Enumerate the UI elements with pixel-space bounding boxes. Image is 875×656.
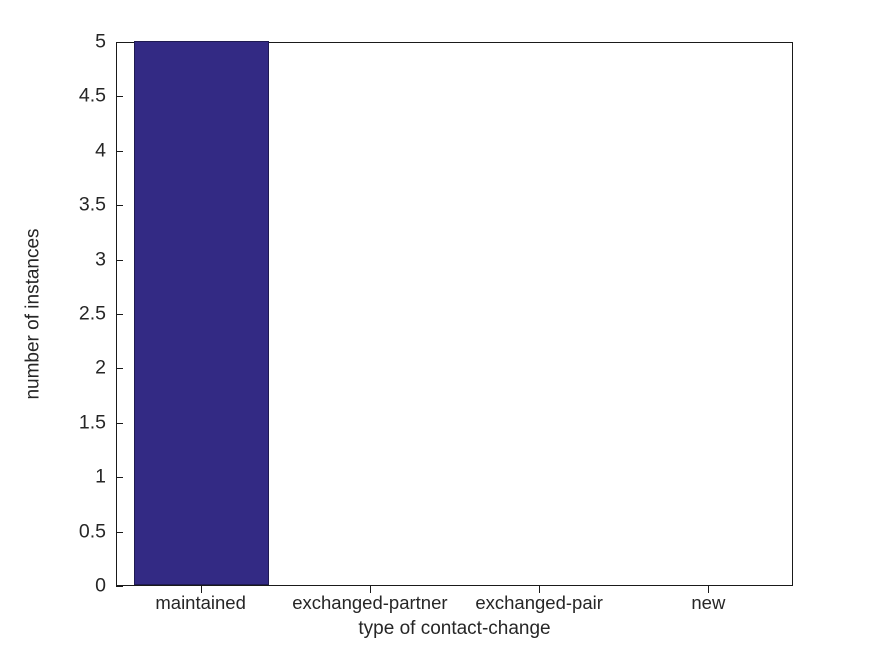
y-tick-mark: [116, 422, 123, 424]
y-tick-mark: [116, 259, 123, 261]
x-tick-label-maintained: maintained: [155, 592, 246, 613]
x-tick-label-exchanged-pair: exchanged-pair: [475, 592, 603, 613]
y-tick-mark: [116, 531, 123, 533]
y-tick-label: 3: [95, 247, 106, 270]
y-tick-mark: [116, 368, 123, 370]
x-tick-mark: [708, 586, 710, 593]
y-tick-label: 2: [95, 356, 106, 379]
plot-area: [116, 41, 793, 586]
x-tick-label-new: new: [691, 592, 726, 613]
x-tick-mark: [200, 586, 202, 593]
x-axis-title: type of contact-change: [358, 618, 551, 639]
y-tick-label: 1: [95, 465, 106, 488]
y-tick-mark: [116, 205, 123, 207]
y-tick-mark: [116, 586, 123, 587]
y-tick-label: 0: [95, 574, 106, 597]
y-tick-label: 4: [95, 139, 106, 162]
y-tick-mark: [116, 42, 123, 43]
y-tick-label: 0.5: [78, 519, 106, 542]
x-tick-mark: [539, 586, 541, 593]
y-tick-label: 2.5: [78, 302, 106, 325]
y-tick-label: 4.5: [78, 84, 106, 107]
y-tick-label: 1.5: [78, 411, 106, 434]
bar-maintained: [133, 41, 270, 585]
y-tick-mark: [116, 150, 123, 152]
y-tick-label: 3.5: [78, 193, 106, 216]
y-tick-label: 5: [95, 30, 106, 53]
y-tick-mark: [116, 96, 123, 98]
y-tick-mark: [116, 314, 123, 315]
x-tick-mark: [369, 586, 371, 593]
y-tick-mark: [116, 477, 123, 479]
y-axis-title: number of instances: [22, 228, 44, 400]
x-tick-label-exchanged-partner: exchanged-partner: [292, 592, 448, 613]
